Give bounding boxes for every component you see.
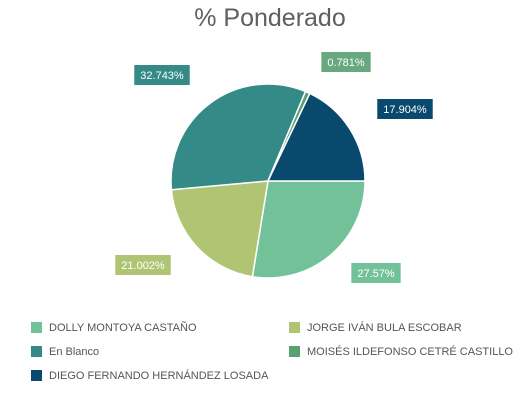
legend-label: En Blanco	[49, 346, 99, 358]
pie-slice-4[interactable]	[266, 92, 366, 182]
legend-label: DOLLY MONTOYA CASTAÑO	[49, 321, 197, 334]
legend-label: DIEGO FERNANDO HERNÁNDEZ LOSADA	[49, 369, 269, 382]
legend-label: JORGE IVÁN BULA ESCOBAR	[307, 321, 462, 334]
data-label-box	[115, 255, 171, 275]
data-label-2: 32.743%	[134, 65, 190, 85]
legend-item[interactable]: JORGE IVÁN BULA ESCOBAR	[289, 321, 462, 334]
legend-item[interactable]: DOLLY MONTOYA CASTAÑO	[31, 321, 197, 334]
data-label-0: 27.57%	[351, 263, 401, 283]
legend-item[interactable]: MOISÉS ILDEFONSO CETRÉ CASTILLO	[289, 345, 513, 358]
legend-item[interactable]: DIEGO FERNANDO HERNÁNDEZ LOSADA	[31, 369, 269, 382]
pie-slice-2[interactable]	[170, 83, 307, 191]
data-label-text: 0.781%	[327, 57, 365, 69]
data-label-box	[377, 99, 433, 119]
pie-slices	[170, 83, 366, 279]
data-labels: 27.57% 21.002% 32.743% 0.781% 17.904%	[115, 52, 433, 283]
data-label-text: 32.743%	[140, 70, 184, 82]
pie-slice-1[interactable]	[170, 180, 269, 278]
data-label-4: 17.904%	[377, 99, 433, 119]
data-label-1: 21.002%	[115, 255, 171, 275]
legend-item[interactable]: En Blanco	[31, 346, 99, 358]
legend-swatch	[289, 346, 300, 357]
data-label-text: 21.002%	[121, 260, 165, 272]
chart-title: % Ponderado	[194, 4, 346, 32]
data-label-box	[134, 65, 190, 85]
legend-swatch	[289, 322, 300, 333]
legend-swatch	[31, 370, 42, 381]
data-label-box	[321, 52, 371, 72]
legend-swatch	[31, 322, 42, 333]
legend-swatch	[31, 346, 42, 357]
legend: DOLLY MONTOYA CASTAÑO JORGE IVÁN BULA ESC…	[31, 321, 513, 382]
legend-label: MOISÉS ILDEFONSO CETRÉ CASTILLO	[307, 345, 513, 358]
data-label-text: 17.904%	[383, 104, 427, 116]
data-label-text: 27.57%	[357, 268, 395, 280]
data-label-3: 0.781%	[321, 52, 371, 72]
data-label-box	[351, 263, 401, 283]
pie-slice-0[interactable]	[251, 180, 366, 279]
